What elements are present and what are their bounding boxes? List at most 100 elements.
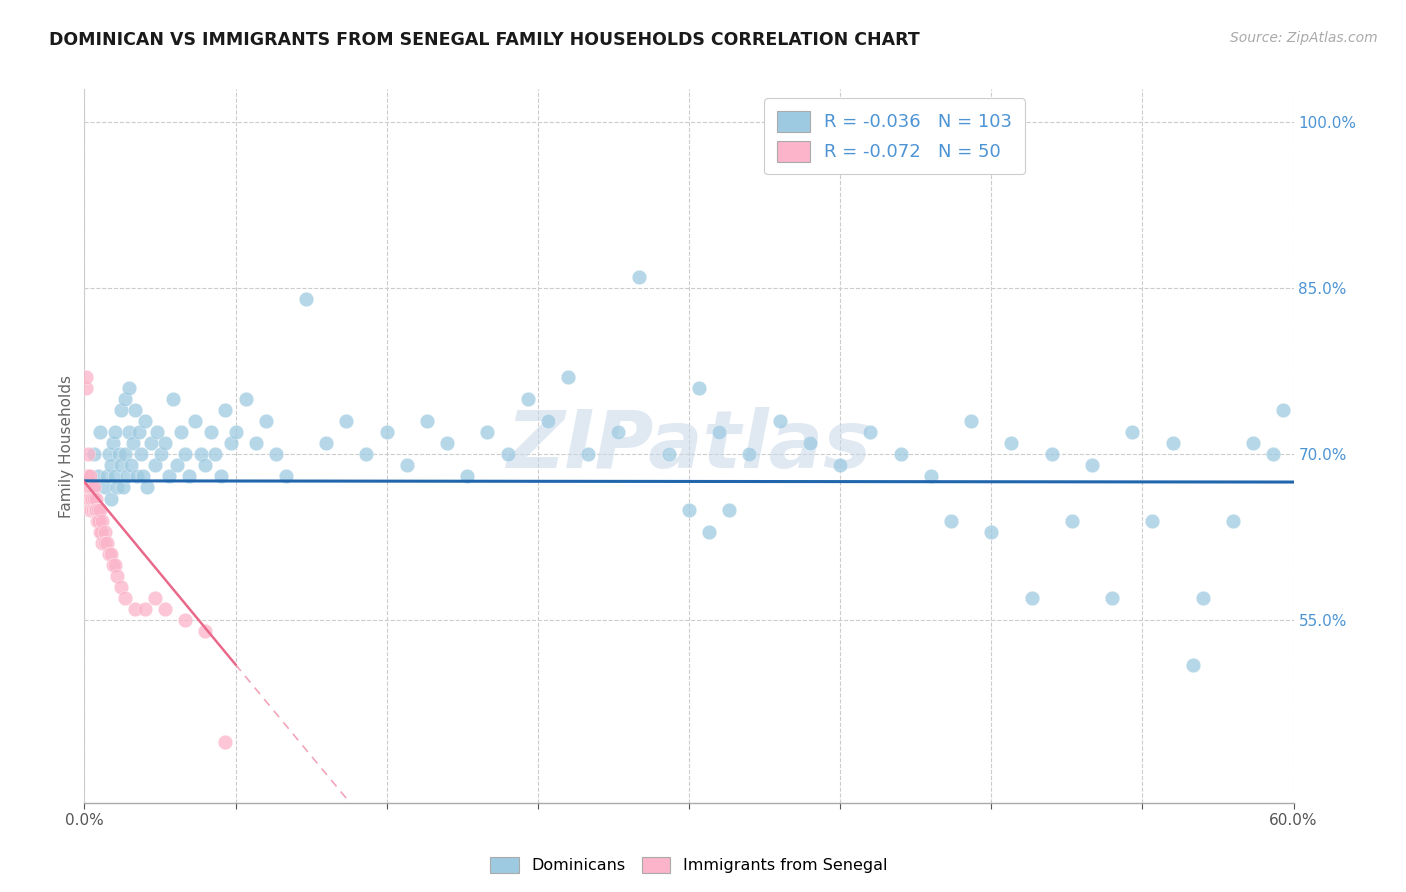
Point (146, 425, 169, 439)
Point (89, 524, 111, 539)
Point (496, 447, 519, 461)
Point (436, 436, 458, 450)
Point (678, 502, 700, 516)
Point (82, 502, 104, 516)
Point (194, 624, 217, 639)
Point (143, 458, 166, 473)
Point (799, 436, 821, 450)
Point (274, 469, 297, 483)
Point (395, 458, 418, 473)
Point (114, 591, 136, 606)
Point (1272, 403, 1295, 417)
Point (557, 369, 579, 384)
Point (84, 502, 107, 516)
Point (80, 491, 103, 506)
Point (83, 491, 105, 506)
Point (132, 469, 155, 483)
Point (1142, 514, 1164, 528)
Text: Source: ZipAtlas.com: Source: ZipAtlas.com (1230, 31, 1378, 45)
Point (264, 447, 287, 461)
Point (97, 547, 120, 561)
Point (1021, 591, 1043, 606)
Y-axis label: Family Households: Family Households (59, 375, 75, 517)
Point (225, 425, 247, 439)
Point (1040, 447, 1063, 461)
Point (86, 514, 108, 528)
Point (143, 591, 166, 606)
Point (1181, 657, 1204, 672)
Point (101, 436, 124, 450)
Point (537, 414, 560, 428)
Text: DOMINICAN VS IMMIGRANTS FROM SENEGAL FAMILY HOUSEHOLDS CORRELATION CHART: DOMINICAN VS IMMIGRANTS FROM SENEGAL FAM… (49, 31, 920, 49)
Point (89, 502, 111, 516)
Point (416, 414, 439, 428)
Point (254, 414, 277, 428)
Point (134, 602, 156, 616)
Point (576, 447, 599, 461)
Point (83, 502, 105, 516)
Point (124, 602, 146, 616)
Point (111, 481, 134, 495)
Point (1161, 436, 1184, 450)
Point (110, 403, 132, 417)
Point (1101, 591, 1123, 606)
Point (830, 458, 852, 473)
Point (79, 491, 101, 506)
Point (125, 469, 148, 483)
Point (697, 524, 720, 539)
Point (738, 447, 761, 461)
Point (859, 425, 882, 439)
Point (121, 436, 143, 450)
Point (93, 536, 115, 550)
Point (129, 447, 152, 461)
Point (709, 425, 731, 439)
Point (82, 491, 104, 506)
Point (93, 524, 115, 539)
Point (456, 469, 478, 483)
Point (170, 425, 193, 439)
Point (104, 558, 127, 572)
Point (128, 425, 150, 439)
Point (157, 469, 180, 483)
Point (79, 502, 101, 516)
Point (76, 491, 98, 506)
Point (214, 403, 236, 417)
Point (627, 270, 650, 285)
Point (179, 469, 201, 483)
Point (91, 514, 114, 528)
Point (86, 491, 108, 506)
Point (120, 458, 142, 473)
Point (607, 425, 630, 439)
Point (83, 481, 105, 495)
Point (153, 436, 176, 450)
Point (1121, 425, 1143, 439)
Point (87, 514, 110, 528)
Point (477, 425, 499, 439)
Point (1263, 447, 1285, 461)
Point (91, 536, 114, 550)
Point (93, 481, 115, 495)
Point (375, 425, 398, 439)
Point (110, 458, 132, 473)
Point (134, 414, 156, 428)
Point (139, 436, 162, 450)
Point (149, 447, 172, 461)
Point (166, 458, 188, 473)
Point (769, 414, 792, 428)
Point (295, 293, 318, 307)
Point (115, 469, 138, 483)
Point (104, 469, 127, 483)
Point (77, 469, 100, 483)
Point (1192, 591, 1215, 606)
Point (174, 613, 197, 627)
Point (335, 414, 357, 428)
Point (87, 502, 110, 516)
Point (105, 481, 128, 495)
Point (1060, 514, 1083, 528)
Point (980, 524, 1002, 539)
Point (1222, 514, 1244, 528)
Point (77, 481, 100, 495)
Point (96, 469, 118, 483)
Point (184, 414, 207, 428)
Point (162, 392, 184, 406)
